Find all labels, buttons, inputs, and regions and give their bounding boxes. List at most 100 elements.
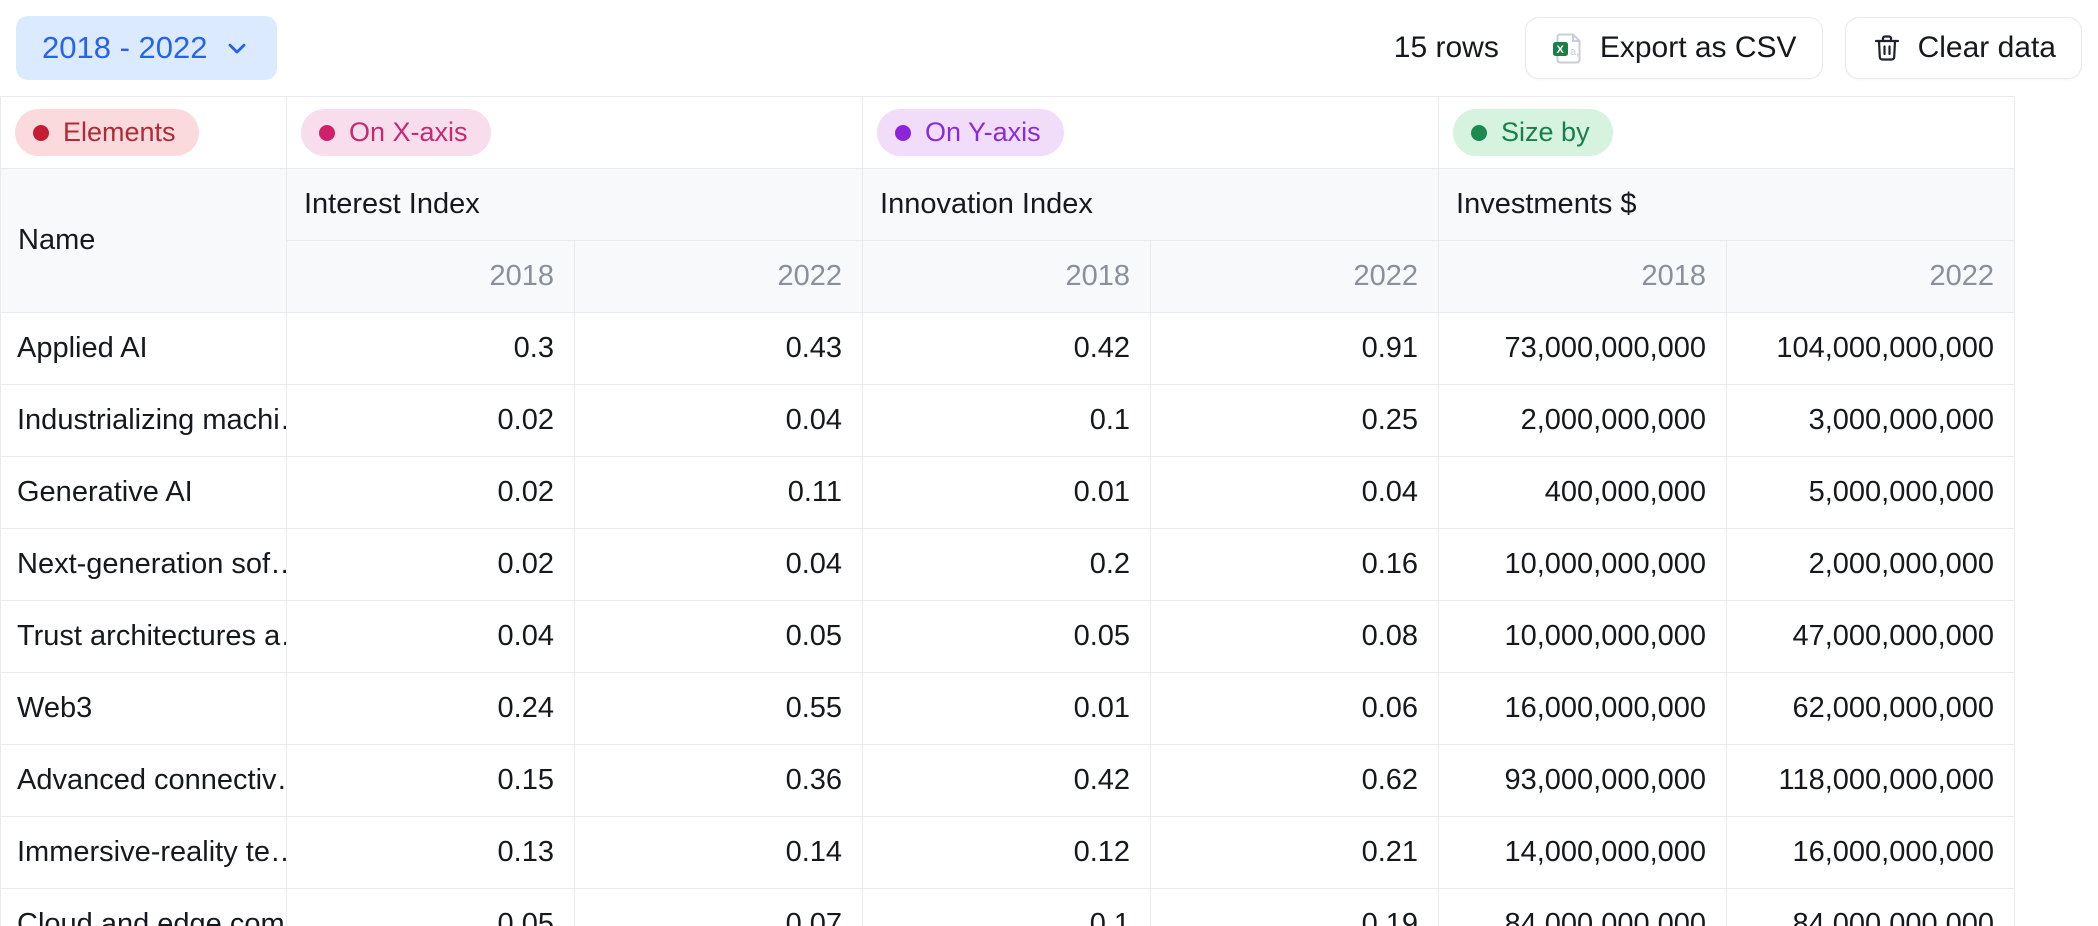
value-cell[interactable]: 0.43 (573, 312, 864, 385)
value-cell[interactable]: 0.05 (286, 888, 575, 926)
table-row: Applied AI 0.3 0.43 0.42 0.91 73,000,000… (0, 312, 2016, 385)
value-cell[interactable]: 0.55 (573, 672, 864, 745)
table-row: Generative AI 0.02 0.11 0.01 0.04 400,00… (0, 456, 2016, 529)
value-cell[interactable]: 0.25 (1150, 384, 1440, 457)
value-cell[interactable]: 10,000,000,000 (1438, 600, 1728, 673)
y-axis-dot-icon (895, 124, 912, 141)
value-cell[interactable]: 16,000,000,000 (1438, 672, 1728, 745)
badge-cell-size-by: Size by (1438, 96, 2016, 169)
value-cell[interactable]: 73,000,000,000 (1438, 312, 1728, 385)
chevron-down-icon (223, 34, 251, 62)
name-column-header: Name (0, 168, 287, 313)
row-name-cell[interactable]: Immersive-reality te… (0, 816, 287, 889)
badge-elements-label: Elements (63, 117, 176, 147)
size-by-dot-icon (1471, 124, 1488, 141)
date-range-label: 2018 - 2022 (42, 30, 208, 65)
value-cell[interactable]: 118,000,000,000 (1726, 744, 2016, 817)
value-cell[interactable]: 0.42 (862, 744, 1152, 817)
value-cell[interactable]: 0.13 (286, 816, 575, 889)
value-cell[interactable]: 0.1 (862, 384, 1152, 457)
year-header: 2018 (1438, 240, 1728, 313)
row-name-cell[interactable]: Advanced connectiv… (0, 744, 287, 817)
value-cell[interactable]: 0.04 (573, 384, 864, 457)
row-name-cell[interactable]: Cloud and edge com… (0, 888, 287, 926)
rows-count: 15 rows (1393, 31, 1499, 64)
row-name-cell[interactable]: Industrializing machi… (0, 384, 287, 457)
value-cell[interactable]: 0.05 (862, 600, 1152, 673)
value-cell[interactable]: 104,000,000,000 (1726, 312, 2016, 385)
toolbar-right-group: 15 rows a, X Export as CSV (1394, 17, 2082, 79)
value-cell[interactable]: 0.14 (573, 816, 864, 889)
row-name-cell[interactable]: Next-generation sof… (0, 528, 287, 601)
excel-file-icon: a, X (1551, 31, 1585, 65)
value-cell[interactable]: 93,000,000,000 (1438, 744, 1728, 817)
svg-text:X: X (1556, 44, 1564, 56)
value-cell[interactable]: 0.16 (1150, 528, 1440, 601)
badge-size-by[interactable]: Size by (1453, 109, 1613, 156)
value-cell[interactable]: 16,000,000,000 (1726, 816, 2016, 889)
row-name-cell[interactable]: Web3 (0, 672, 287, 745)
value-cell[interactable]: 5,000,000,000 (1726, 456, 2016, 529)
value-cell[interactable]: 0.04 (1150, 456, 1440, 529)
value-cell[interactable]: 84,000,000,000 (1726, 888, 2016, 926)
value-cell[interactable]: 62,000,000,000 (1726, 672, 2016, 745)
year-header: 2022 (1150, 240, 1440, 313)
value-cell[interactable]: 0.07 (573, 888, 864, 926)
elements-dot-icon (33, 124, 49, 141)
value-cell[interactable]: 0.11 (573, 456, 864, 529)
date-range-dropdown[interactable]: 2018 - 2022 (16, 16, 278, 80)
value-cell[interactable]: 0.02 (286, 384, 575, 457)
value-cell[interactable]: 0.91 (1150, 312, 1440, 385)
value-cell[interactable]: 0.3 (286, 312, 575, 385)
table-row: Immersive-reality te… 0.13 0.14 0.12 0.2… (0, 816, 2016, 889)
clear-data-button[interactable]: Clear data (1844, 17, 2082, 79)
value-cell[interactable]: 2,000,000,000 (1726, 528, 2016, 601)
value-cell[interactable]: 400,000,000 (1438, 456, 1728, 529)
value-cell[interactable]: 3,000,000,000 (1726, 384, 2016, 457)
value-cell[interactable]: 0.42 (862, 312, 1152, 385)
value-cell[interactable]: 0.05 (573, 600, 864, 673)
value-cell[interactable]: 0.21 (1150, 816, 1440, 889)
value-cell[interactable]: 0.36 (573, 744, 864, 817)
table-row: Next-generation sof… 0.02 0.04 0.2 0.16 … (0, 528, 2016, 601)
value-cell[interactable]: 0.02 (286, 528, 575, 601)
badge-size-by-label: Size by (1501, 117, 1590, 147)
svg-text:a,: a, (1570, 46, 1579, 58)
value-cell[interactable]: 0.15 (286, 744, 575, 817)
value-cell[interactable]: 0.01 (862, 456, 1152, 529)
group-header-innovation-index: Innovation Index (862, 168, 1440, 241)
value-cell[interactable]: 0.01 (862, 672, 1152, 745)
column-role-row: Elements On X-axis On Y-axis Size by (0, 96, 2016, 169)
badge-elements[interactable]: Elements (15, 109, 199, 156)
value-cell[interactable]: 2,000,000,000 (1438, 384, 1728, 457)
value-cell[interactable]: 14,000,000,000 (1438, 816, 1728, 889)
value-cell[interactable]: 47,000,000,000 (1726, 600, 2016, 673)
table-row: Cloud and edge com… 0.05 0.07 0.1 0.19 8… (0, 888, 2016, 926)
trash-icon (1871, 32, 1903, 64)
value-cell[interactable]: 0.2 (862, 528, 1152, 601)
value-cell[interactable]: 0.02 (286, 456, 575, 529)
value-cell[interactable]: 84,000,000,000 (1438, 888, 1728, 926)
group-header-interest-index: Interest Index (285, 168, 864, 241)
badge-on-x-axis[interactable]: On X-axis (301, 109, 491, 156)
badge-y-axis-label: On Y-axis (925, 117, 1041, 147)
year-header: 2022 (573, 240, 864, 313)
value-cell[interactable]: 0.24 (286, 672, 575, 745)
row-name-cell[interactable]: Applied AI (0, 312, 287, 385)
value-cell[interactable]: 0.08 (1150, 600, 1440, 673)
table-row: Industrializing machi… 0.02 0.04 0.1 0.2… (0, 384, 2016, 457)
table-row: Trust architectures a… 0.04 0.05 0.05 0.… (0, 600, 2016, 673)
value-cell[interactable]: 0.06 (1150, 672, 1440, 745)
value-cell[interactable]: 0.19 (1150, 888, 1440, 926)
row-name-cell[interactable]: Trust architectures a… (0, 600, 287, 673)
value-cell[interactable]: 0.62 (1150, 744, 1440, 817)
x-axis-dot-icon (319, 124, 335, 141)
badge-on-y-axis[interactable]: On Y-axis (877, 109, 1064, 156)
export-csv-button[interactable]: a, X Export as CSV (1524, 17, 1823, 79)
value-cell[interactable]: 0.04 (286, 600, 575, 673)
row-name-cell[interactable]: Generative AI (0, 456, 287, 529)
value-cell[interactable]: 0.04 (573, 528, 864, 601)
value-cell[interactable]: 10,000,000,000 (1438, 528, 1728, 601)
value-cell[interactable]: 0.1 (862, 888, 1152, 926)
value-cell[interactable]: 0.12 (862, 816, 1152, 889)
